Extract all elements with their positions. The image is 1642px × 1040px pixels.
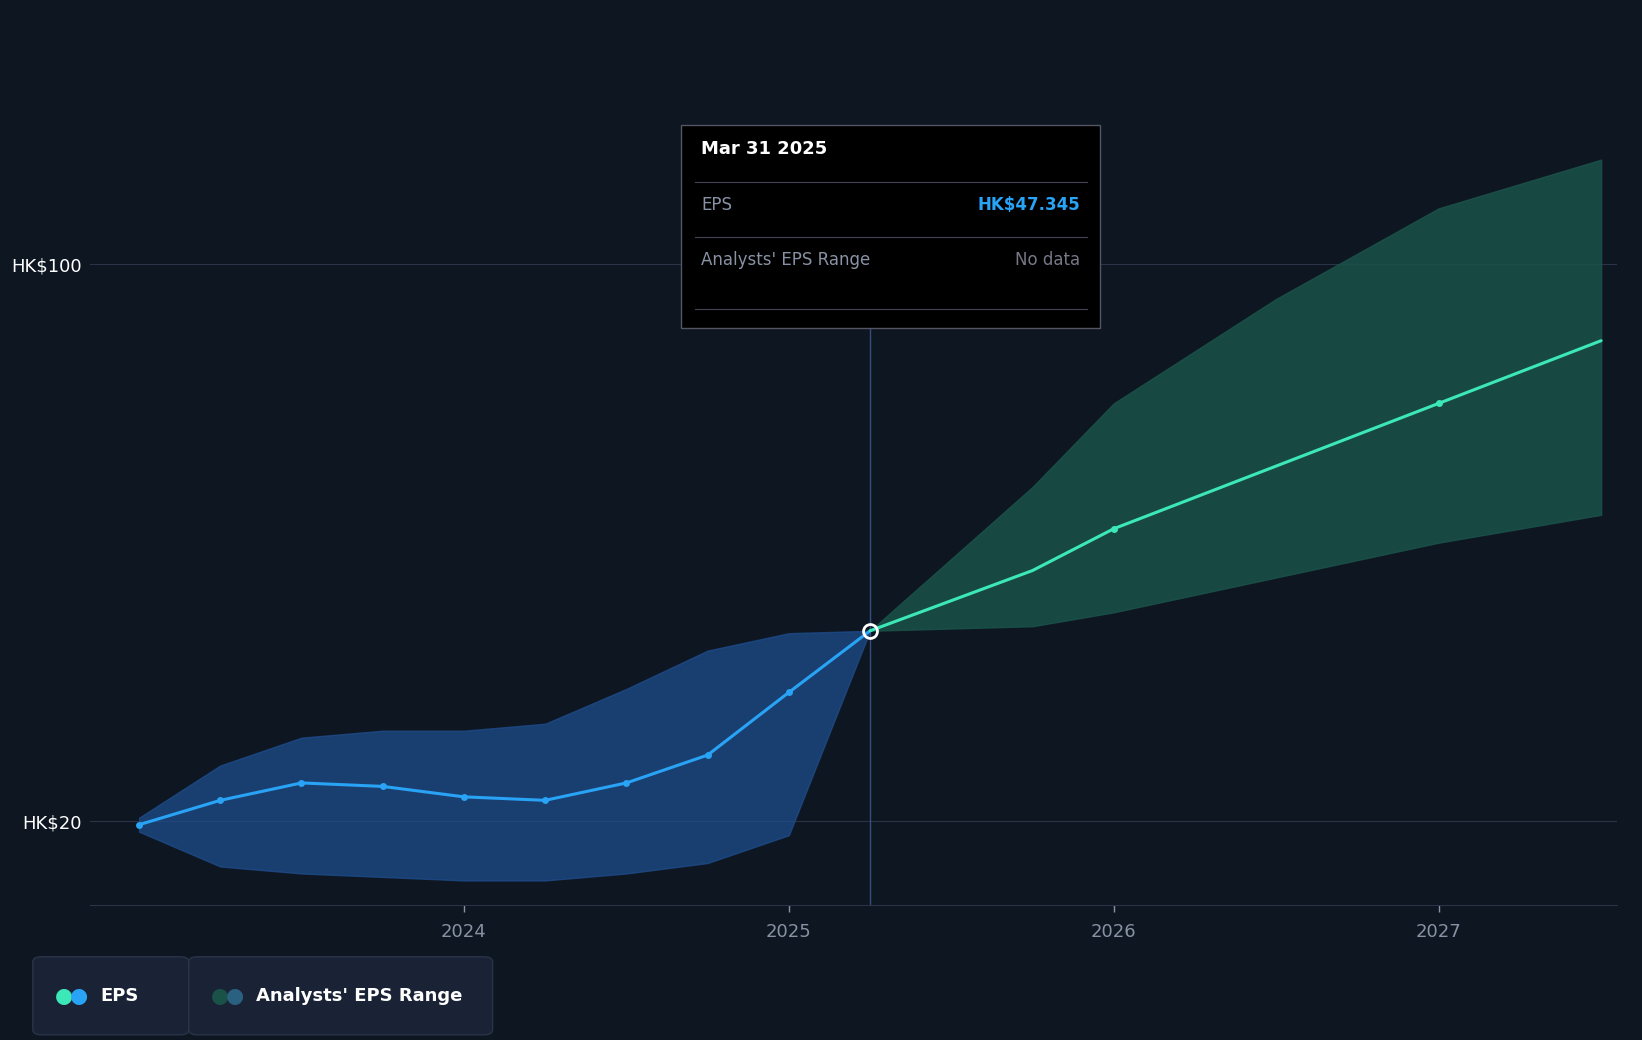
Text: ●: ● <box>210 986 230 1006</box>
Text: EPS: EPS <box>100 987 138 1005</box>
Text: No data: No data <box>1015 252 1080 269</box>
Text: ●: ● <box>225 986 245 1006</box>
Text: ●: ● <box>54 986 74 1006</box>
Text: Analysts' EPS Range: Analysts' EPS Range <box>256 987 463 1005</box>
Text: ●: ● <box>69 986 89 1006</box>
Text: Actual: Actual <box>805 214 864 233</box>
Text: Analysts Forecasts: Analysts Forecasts <box>877 214 1031 233</box>
Text: EPS: EPS <box>701 197 732 214</box>
Text: Analysts' EPS Range: Analysts' EPS Range <box>701 252 870 269</box>
Text: HK$47.345: HK$47.345 <box>977 197 1080 214</box>
Text: Mar 31 2025: Mar 31 2025 <box>701 140 828 158</box>
